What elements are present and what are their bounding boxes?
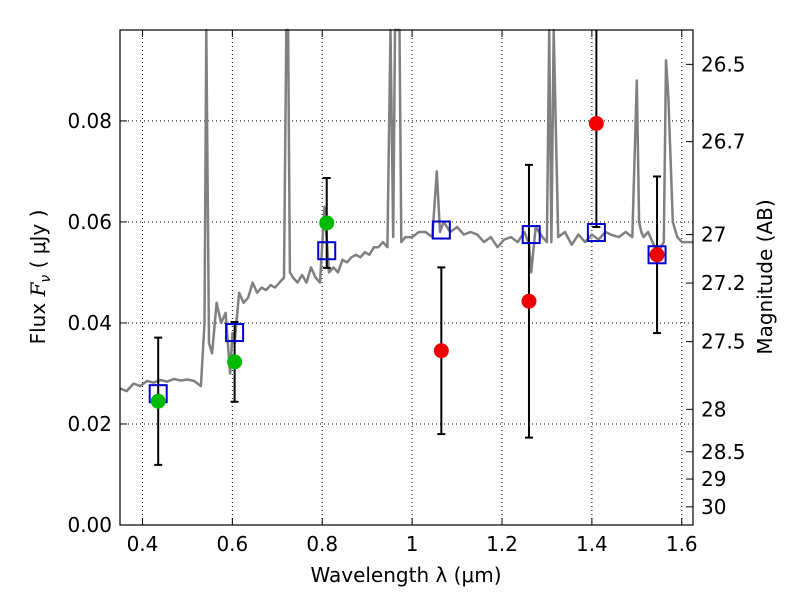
y-axis-left-ticks: 0.00 0.02 0.04 0.06 0.08 <box>67 109 127 537</box>
right-tick-label-3: 27.2 <box>701 271 746 295</box>
y-axis-right-title: Magnitude (AB) <box>753 199 777 354</box>
photometry-point-3-0 <box>433 343 449 359</box>
photometry-point-3-2 <box>588 115 604 131</box>
x-tick-label-5: 1.4 <box>576 532 608 556</box>
model-spectrum-line <box>119 28 693 393</box>
right-tick-label-6: 28.5 <box>701 440 746 464</box>
y-axis-left-title: Flux Fν ( μJy ) <box>26 210 54 345</box>
model-photometry-square-4 <box>521 225 541 245</box>
y-tick-label-3: 0.06 <box>67 210 112 234</box>
x-tick-label-4: 1.2 <box>486 532 518 556</box>
right-tick-label-2: 27 <box>701 223 726 247</box>
right-tick-label-0: 26.5 <box>701 52 746 76</box>
photometry-point-2-0 <box>150 393 166 409</box>
model-photometry-square-6 <box>647 245 667 265</box>
axes-frame <box>119 29 694 526</box>
y-tick-label-0: 0.00 <box>67 513 112 537</box>
y-tick-label-4: 0.08 <box>67 109 112 133</box>
error-bars <box>154 30 662 466</box>
x-tick-label-1: 0.6 <box>216 532 248 556</box>
photometry-point-2-2 <box>319 215 335 231</box>
right-tick-label-7: 29 <box>701 467 726 491</box>
observed-photometry-points <box>150 115 665 409</box>
x-axis-title: Wavelength λ (μm) <box>310 563 501 587</box>
x-axis-ticks: 0.4 0.6 0.8 1 1.2 1.4 1.6 <box>127 30 698 556</box>
y-axis-right-ticks: 26.5 26.7 27 27.2 27.5 28 28.5 29 30 <box>686 52 746 519</box>
right-tick-label-1: 26.7 <box>701 130 746 154</box>
right-tick-label-4: 27.5 <box>701 330 746 354</box>
right-tick-label-8: 30 <box>701 495 726 519</box>
right-tick-label-5: 28 <box>701 397 726 421</box>
x-tick-label-2: 0.8 <box>306 532 338 556</box>
y-tick-label-1: 0.02 <box>67 412 112 436</box>
model-photometry-square-2 <box>317 241 337 261</box>
x-tick-label-6: 1.6 <box>666 532 698 556</box>
photometry-point-3-1 <box>521 293 537 309</box>
plot-frame <box>119 29 694 526</box>
model-photometry-square-3 <box>431 220 451 240</box>
model-photometry-squares <box>148 220 667 404</box>
x-tick-label-3: 1 <box>406 532 419 556</box>
model-photometry-square-5 <box>586 223 606 243</box>
spectrum-line-layer <box>119 28 693 393</box>
y-tick-label-2: 0.04 <box>67 311 112 335</box>
photometry-point-2-1 <box>227 354 243 370</box>
grid-lines <box>120 30 693 525</box>
model-photometry-square-1 <box>225 323 245 343</box>
photometry-point-3-3 <box>649 247 665 263</box>
x-tick-label-0: 0.4 <box>127 532 159 556</box>
